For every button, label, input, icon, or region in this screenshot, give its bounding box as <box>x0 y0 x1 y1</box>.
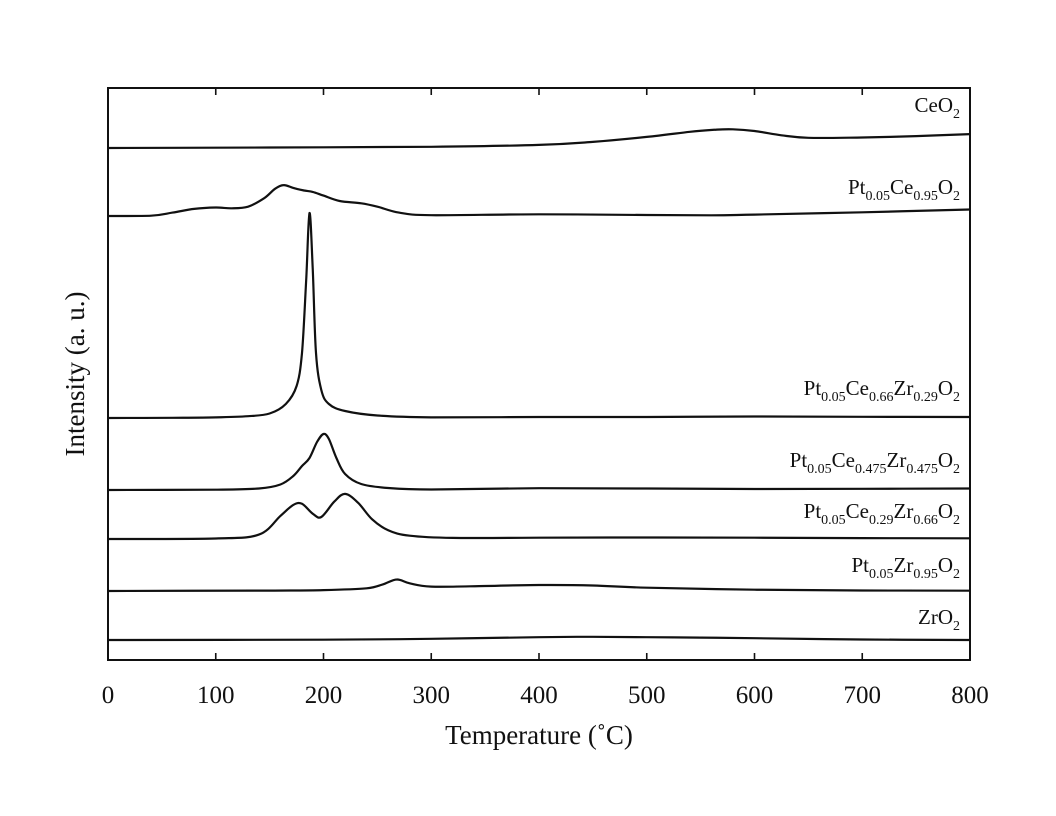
x-tick-label: 0 <box>102 682 115 709</box>
series-label: Pt0.05Ce0.475Zr0.475O2 <box>790 448 960 477</box>
x-tick-label: 500 <box>628 682 666 709</box>
series-label: Pt0.05Ce0.66Zr0.29O2 <box>804 376 960 405</box>
x-tick-label: 400 <box>520 682 558 709</box>
series-curve <box>107 635 971 642</box>
series-curve <box>107 432 971 492</box>
series-curve <box>107 578 971 593</box>
series-label: Pt0.05Zr0.95O2 <box>851 553 960 582</box>
x-tick-label: 200 <box>305 682 343 709</box>
series-curves <box>107 128 971 642</box>
series-label: CeO2 <box>915 93 961 122</box>
x-tick-label: 300 <box>413 682 451 709</box>
x-tick-label: 800 <box>951 682 989 709</box>
x-tick-label: 700 <box>844 682 882 709</box>
series-labels: CeO2 Pt0.05Ce0.95O2 Pt0.05Ce0.66Zr0.29O2 Pt… <box>790 93 960 634</box>
x-axis-tick-labels: 0 100 200 300 400 500 600 700 800 <box>102 682 989 709</box>
x-tick-label: 600 <box>736 682 774 709</box>
series-curve <box>107 211 971 420</box>
series-curve <box>107 128 971 150</box>
series-curve <box>107 183 971 218</box>
series-curve <box>107 492 971 541</box>
x-axis-ticks <box>107 88 971 660</box>
plot-frame <box>107 87 971 661</box>
series-label: ZrO2 <box>918 605 960 634</box>
x-tick-label: 100 <box>197 682 235 709</box>
series-label: Pt0.05Ce0.29Zr0.66O2 <box>804 499 960 528</box>
x-axis-title: Temperature (˚C) <box>445 720 633 750</box>
y-axis-title: Intensity (a. u.) <box>60 292 90 457</box>
series-label: Pt0.05Ce0.95O2 <box>848 175 960 204</box>
